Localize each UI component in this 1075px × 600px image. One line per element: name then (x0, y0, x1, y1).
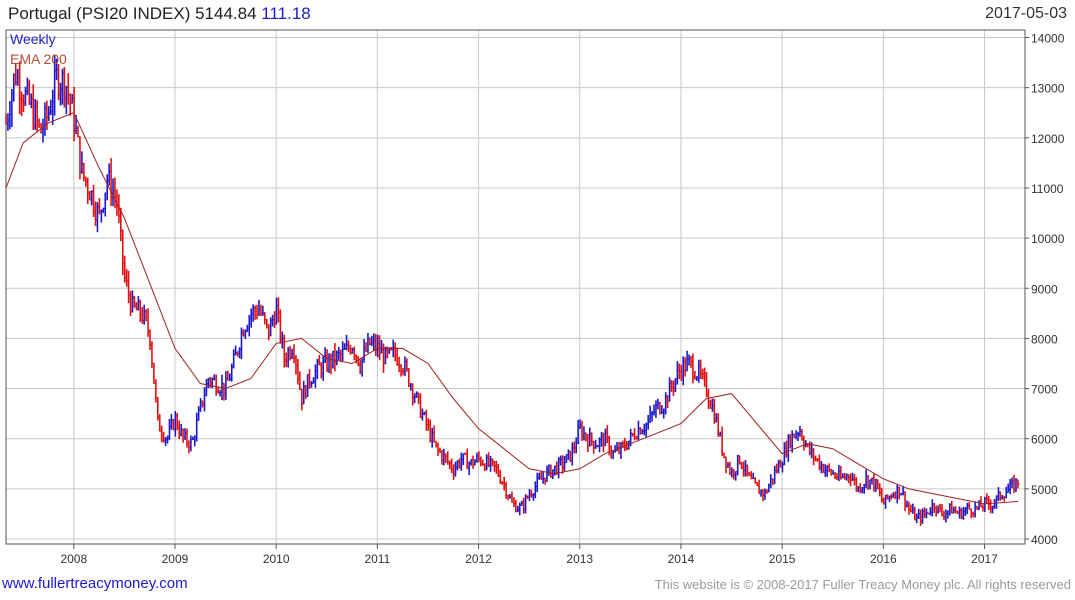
x-axis: 2008 2009 2010 2011 2012 2013 2014 2015 2016 2017 (60, 544, 998, 566)
legend-ema: EMA 200 (10, 51, 67, 67)
plot-border (5, 29, 1026, 545)
y-tick-label: 9000 (1031, 282, 1058, 296)
y-tick-label: 4000 (1031, 533, 1058, 547)
y-tick-label: 7000 (1031, 383, 1058, 397)
x-tick-label: 2008 (60, 552, 87, 566)
x-tick-label: 2009 (162, 552, 189, 566)
x-tick-label: 2011 (364, 552, 390, 566)
y-tick-label: 12000 (1031, 132, 1065, 146)
x-tick-label: 2014 (668, 552, 695, 566)
x-tick-label: 2016 (870, 552, 897, 566)
y-axis: 4000 5000 6000 7000 8000 9000 10000 11000 12000 1… (1025, 32, 1065, 547)
y-tick-label: 11000 (1031, 182, 1064, 196)
last-price: 5144.84 (195, 4, 257, 23)
ema-200-line (5, 112, 1018, 505)
index-name: Portugal (PSI20 INDEX) (8, 4, 191, 23)
x-tick-label: 2015 (769, 552, 796, 566)
y-tick-label: 6000 (1031, 433, 1058, 447)
x-tick-label: 2012 (465, 552, 492, 566)
y-tick-label: 5000 (1031, 483, 1058, 497)
price-change: 111.18 (261, 4, 311, 23)
x-tick-label: 2010 (263, 552, 290, 566)
y-tick-label: 10000 (1031, 232, 1065, 246)
chart-title: Portugal (PSI20 INDEX) 5144.84 111.18 (8, 4, 311, 24)
x-tick-label: 2017 (971, 552, 998, 566)
y-tick-label: 14000 (1031, 32, 1065, 46)
legend-weekly: Weekly (10, 31, 56, 47)
website-link[interactable]: www.fullertreacymoney.com (2, 575, 188, 592)
grid-lines (6, 30, 1025, 544)
copyright-notice: This website is © 2008-2017 Fuller Treac… (654, 577, 1071, 592)
y-tick-label: 8000 (1031, 332, 1058, 346)
y-tick-label: 13000 (1031, 82, 1065, 96)
chart-date: 2017-05-03 (985, 5, 1067, 22)
x-tick-label: 2013 (566, 552, 593, 566)
